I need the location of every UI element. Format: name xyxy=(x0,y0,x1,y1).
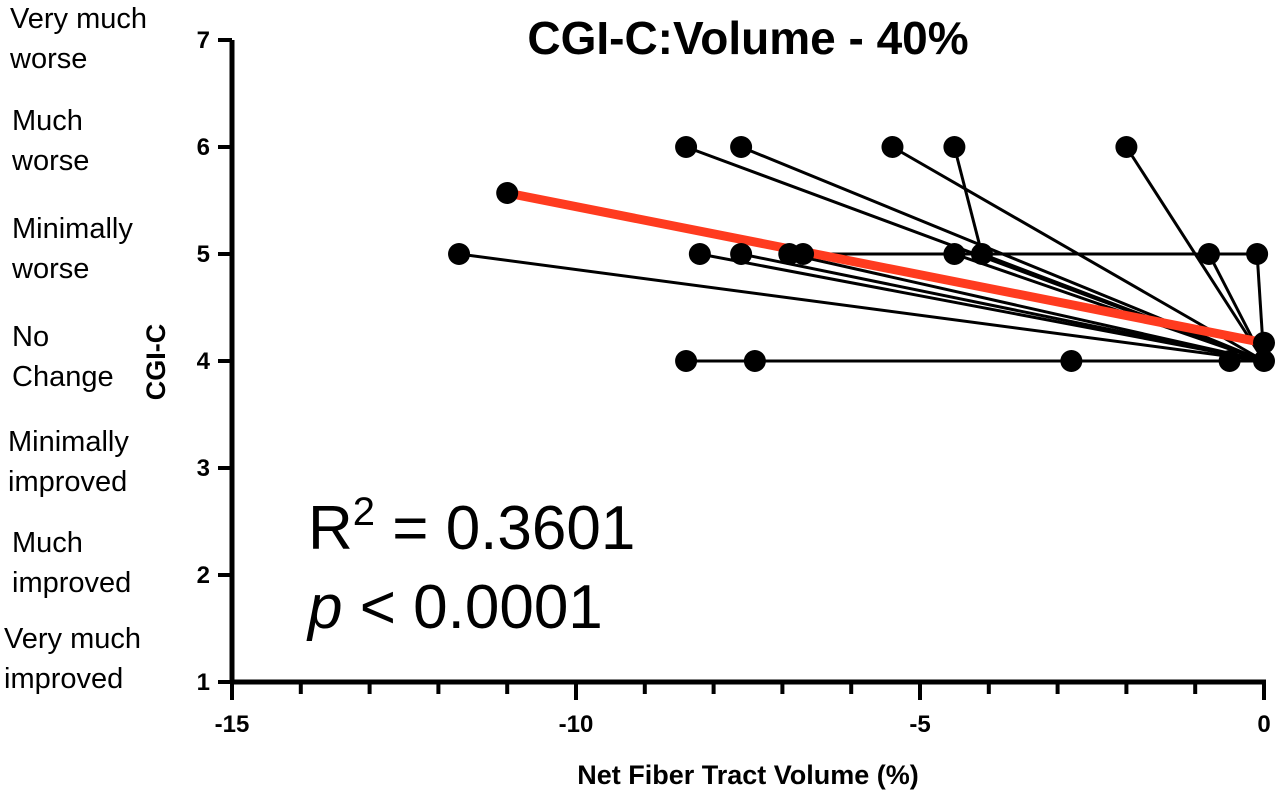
category-label-line1: Very much xyxy=(10,3,147,35)
data-point xyxy=(1246,243,1269,265)
x-axis-title: Net Fiber Tract Volume (%) xyxy=(577,760,919,790)
data-point xyxy=(675,350,698,372)
data-point xyxy=(730,136,753,158)
connector-line xyxy=(458,252,1265,363)
x-tick-label: -10 xyxy=(559,711,594,738)
category-label-line2: improved xyxy=(12,567,131,599)
y-tick-label: 7 xyxy=(197,27,210,54)
y-tick-label: 5 xyxy=(197,241,210,268)
y-tick-label: 2 xyxy=(197,562,210,589)
connector-line xyxy=(953,252,1265,363)
connector-line xyxy=(981,252,1265,363)
y-tick-label: 3 xyxy=(197,455,210,482)
data-points xyxy=(448,136,1275,372)
category-label-line2: Change xyxy=(12,361,114,393)
category-label-line1: No xyxy=(12,321,49,353)
category-label-line1: Very much xyxy=(4,623,141,655)
data-point xyxy=(792,243,815,265)
p-value: < 0.0001 xyxy=(342,573,602,642)
connector-line xyxy=(740,252,1265,363)
p-symbol: p xyxy=(306,573,342,642)
category-label-line1: Much xyxy=(12,527,83,559)
connector-line xyxy=(788,252,1265,363)
category-label-line2: improved xyxy=(8,466,127,498)
data-point xyxy=(943,243,966,265)
data-point xyxy=(1115,136,1138,158)
y-tick-label: 4 xyxy=(197,348,211,375)
data-point xyxy=(1060,350,1083,372)
category-label-line1: Minimally xyxy=(8,426,129,458)
data-point xyxy=(970,243,993,265)
y-tick-label: 6 xyxy=(197,134,210,161)
category-label-line1: Minimally xyxy=(12,213,133,245)
stats-annotation: R2 = 0.3601 p < 0.0001 xyxy=(306,490,635,642)
chart-title: CGI-C:Volume - 40% xyxy=(527,12,968,64)
connector-lines xyxy=(458,145,1266,363)
data-point xyxy=(675,136,698,158)
p-value-text: p < 0.0001 xyxy=(306,573,603,642)
category-label-line2: improved xyxy=(4,663,123,695)
data-point xyxy=(730,243,753,265)
connector-line xyxy=(952,146,984,255)
r-squared-text: R2 = 0.3601 xyxy=(308,490,635,563)
category-label-line2: worse xyxy=(11,253,89,285)
data-point xyxy=(943,136,966,158)
data-point xyxy=(688,243,711,265)
data-point xyxy=(881,136,904,158)
data-point xyxy=(448,243,471,265)
x-tick-label: 0 xyxy=(1257,711,1270,738)
category-label-line1: Much xyxy=(12,105,83,137)
r-value: = 0.3601 xyxy=(375,494,635,563)
data-point xyxy=(1218,350,1241,372)
data-point xyxy=(1253,350,1275,372)
x-tick-label: -5 xyxy=(909,711,930,738)
y-axis-title: CGI-C xyxy=(141,324,171,401)
regression-endpoint-marker xyxy=(1253,331,1275,354)
regression-line xyxy=(502,188,1269,348)
r-prefix: R xyxy=(308,494,353,563)
data-point xyxy=(1197,243,1220,265)
regression-endpoint-marker xyxy=(496,182,519,205)
axes: 1 2 3 4 5 6 7 -15 -10 -5 0 xyxy=(197,27,1271,738)
category-label-line2: worse xyxy=(11,145,89,177)
category-label-line2: worse xyxy=(9,43,87,75)
regression-line-group xyxy=(502,188,1269,348)
x-tick-label: -15 xyxy=(215,711,250,738)
category-labels: Very much worse Much worse Minimally worse No C… xyxy=(4,3,147,695)
r-superscript: 2 xyxy=(353,490,375,534)
data-point xyxy=(743,350,766,372)
y-tick-label: 1 xyxy=(197,669,210,696)
